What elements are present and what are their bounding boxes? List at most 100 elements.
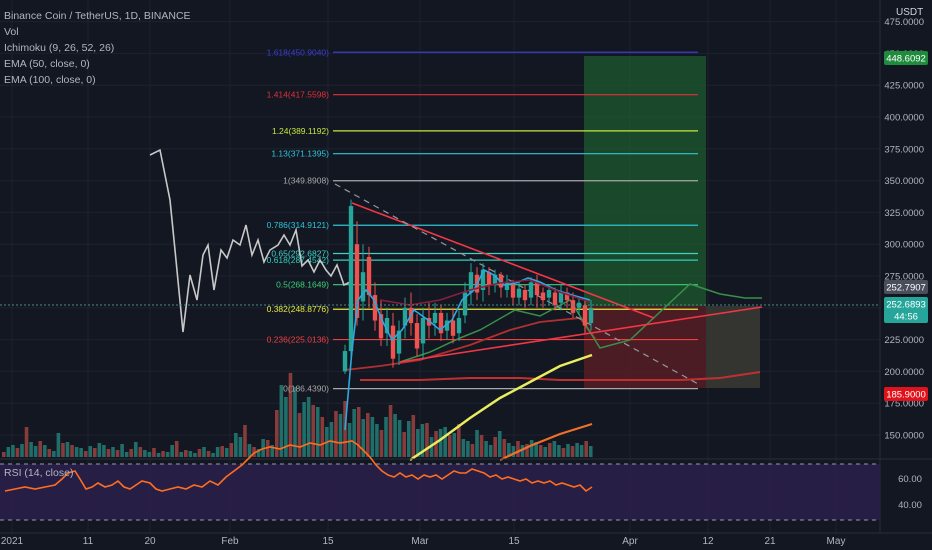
- volume-bar: [120, 444, 124, 457]
- candle-body: [378, 314, 384, 339]
- candle-body: [522, 289, 528, 301]
- legend-ichimoku[interactable]: Ichimoku (9, 26, 52, 26): [4, 42, 115, 54]
- candle-body: [492, 274, 498, 285]
- trend-dashed-line: [334, 183, 701, 386]
- volume-bar: [133, 442, 138, 457]
- time-axis-tick: Apr: [622, 536, 638, 547]
- volume-bar: [24, 427, 29, 457]
- volume-bar: [388, 405, 393, 457]
- triangle-upper-line: [351, 202, 655, 319]
- volume-bar: [579, 445, 584, 457]
- volume-bar: [375, 424, 379, 457]
- fib-level-label: 1.414(417.5598): [267, 90, 330, 100]
- rsi-band: [0, 464, 880, 520]
- volume-bar: [220, 446, 224, 457]
- volume-bar: [334, 411, 338, 457]
- volume-bar: [143, 450, 147, 457]
- time-axis-tick: 21: [764, 536, 776, 547]
- volume-bar: [279, 385, 284, 457]
- volume-bar: [416, 429, 420, 457]
- volume-bar: [161, 451, 165, 457]
- volume-bar: [466, 441, 470, 457]
- volume-bar: [111, 447, 115, 457]
- volume-bar: [475, 430, 479, 457]
- volume-bar: [479, 435, 484, 457]
- volume-bar: [520, 445, 525, 457]
- candle-body: [564, 292, 570, 301]
- candle-body: [402, 307, 408, 326]
- volume-bar: [393, 414, 397, 457]
- volume-bar: [370, 417, 375, 457]
- candle-body: [534, 282, 540, 296]
- ichimoku-span-b: [344, 317, 597, 371]
- candle-body: [504, 282, 510, 290]
- volume-bar: [188, 451, 193, 457]
- price-label-text: 185.9000: [886, 390, 926, 401]
- price-label-box: [884, 297, 928, 311]
- volume-bar: [507, 443, 511, 457]
- volume-bar: [584, 441, 588, 457]
- candle-body: [390, 325, 396, 359]
- price-label-text: 252.6893: [886, 300, 926, 311]
- candle-body: [396, 330, 402, 354]
- volume-bar: [174, 441, 179, 457]
- fib-level-label: 0(186.4390): [283, 384, 329, 394]
- volume-bar: [379, 430, 384, 457]
- volume-bar: [275, 410, 279, 457]
- candle-body: [510, 284, 516, 298]
- volume-bar: [52, 451, 56, 457]
- volume-bar: [284, 397, 288, 457]
- candle-body: [546, 289, 552, 298]
- candle-body: [414, 323, 420, 349]
- time-axis-tick: 11: [83, 536, 94, 547]
- volume-bar: [315, 407, 320, 457]
- volume-bar: [247, 444, 252, 457]
- volume-bar: [6, 447, 11, 457]
- volume-bar: [438, 429, 443, 457]
- fib-level-label: 0.786(314.9121): [267, 220, 330, 230]
- volume-bar: [234, 433, 238, 457]
- volume-bar: [106, 449, 111, 457]
- legend-ema50[interactable]: EMA (50, close, 0): [4, 58, 90, 70]
- kijun-line: [379, 279, 591, 306]
- price-axis-tick: 475.0000: [884, 17, 924, 28]
- fib-level-label: 0.382(248.8776): [267, 304, 330, 314]
- fib-level-label: 0.618(287.4542): [267, 255, 330, 265]
- rsi-legend[interactable]: RSI (14, close): [4, 467, 74, 479]
- volume-bar: [543, 447, 548, 457]
- price-label-text: 252.7907: [886, 283, 926, 294]
- price-axis-tick: 225.0000: [884, 335, 924, 346]
- volume-bar: [329, 422, 334, 457]
- volume-bar: [548, 443, 552, 457]
- volume-bar: [457, 424, 461, 457]
- volume-bar: [252, 447, 256, 457]
- price-axis-tick: 200.0000: [884, 367, 924, 378]
- volume-bar: [83, 451, 88, 457]
- time-axis-tick: Feb: [221, 536, 239, 547]
- price-axis-tick: 400.0000: [884, 113, 924, 124]
- fib-level-label: 0.236(225.0136): [267, 335, 330, 345]
- volume-bar: [447, 435, 452, 457]
- volume-bar: [56, 433, 61, 457]
- chart-legend: Binance Coin / TetherUS, 1D, BINANCE Vol…: [4, 8, 191, 88]
- volume-bar: [397, 420, 402, 457]
- volume-bar: [452, 433, 457, 457]
- legend-vol[interactable]: Vol: [4, 26, 19, 38]
- candle-body: [570, 300, 576, 313]
- volume-bar: [497, 431, 502, 457]
- volume-bar: [484, 441, 488, 457]
- volume-bar: [293, 387, 297, 457]
- volume-bar: [402, 432, 406, 457]
- symbol-title[interactable]: Binance Coin / TetherUS, 1D, BINANCE: [4, 10, 191, 22]
- volume-bar: [88, 446, 93, 457]
- volume-bar: [229, 443, 234, 457]
- volume-bar: [570, 446, 575, 457]
- legend-ema100[interactable]: EMA (100, close, 0): [4, 74, 96, 86]
- volume-bar: [61, 443, 65, 457]
- volume-bar: [238, 437, 243, 457]
- volume-bar: [566, 444, 570, 457]
- currency-label: USDT: [896, 7, 924, 18]
- volume-bar: [488, 445, 493, 457]
- volume-bar: [311, 405, 315, 457]
